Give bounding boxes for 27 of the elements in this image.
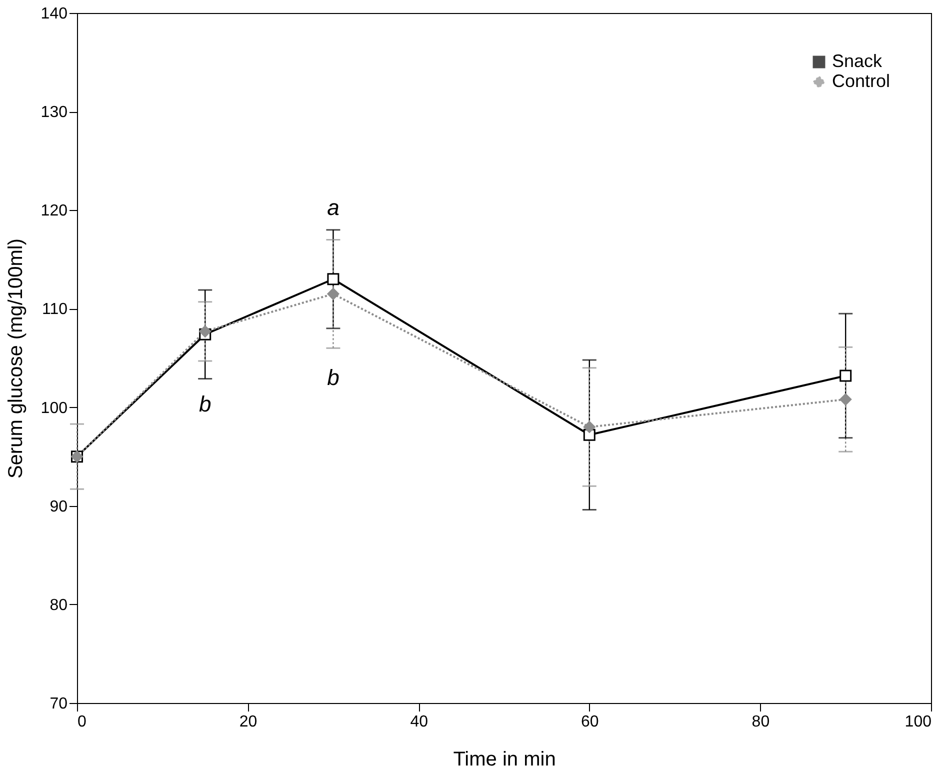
x-tick-label: 20 bbox=[239, 714, 258, 730]
y-tick-label: 80 bbox=[50, 596, 68, 614]
legend-label: Control bbox=[832, 71, 890, 91]
legend-label: Snack bbox=[832, 51, 884, 71]
y-tick-label: 130 bbox=[40, 104, 68, 122]
point bbox=[327, 273, 340, 286]
annotation: a bbox=[327, 194, 340, 220]
x-tick-label: 100 bbox=[904, 714, 932, 730]
y-axis-title: Serum glucose (mg/100ml) bbox=[4, 238, 27, 479]
point bbox=[583, 421, 596, 433]
point bbox=[840, 370, 852, 382]
y-tick-label: 140 bbox=[40, 6, 68, 22]
y-tick-label: 120 bbox=[40, 202, 68, 220]
y-tick-label: 100 bbox=[40, 400, 68, 417]
point bbox=[327, 288, 340, 300]
y-tick-label: 90 bbox=[50, 498, 68, 516]
x-tick-label: 40 bbox=[410, 714, 428, 730]
y-tick-label: 70 bbox=[50, 696, 68, 712]
annotation: b bbox=[198, 392, 212, 417]
x-axis-title: Time in min bbox=[453, 748, 556, 770]
x-tick-label: 0 bbox=[78, 714, 86, 730]
point bbox=[840, 393, 852, 406]
point bbox=[199, 325, 212, 338]
annotation: b bbox=[327, 365, 340, 390]
x-tick-label: 80 bbox=[752, 714, 770, 730]
x-tick-label: 60 bbox=[581, 714, 599, 730]
y-tick-label: 110 bbox=[42, 301, 68, 318]
